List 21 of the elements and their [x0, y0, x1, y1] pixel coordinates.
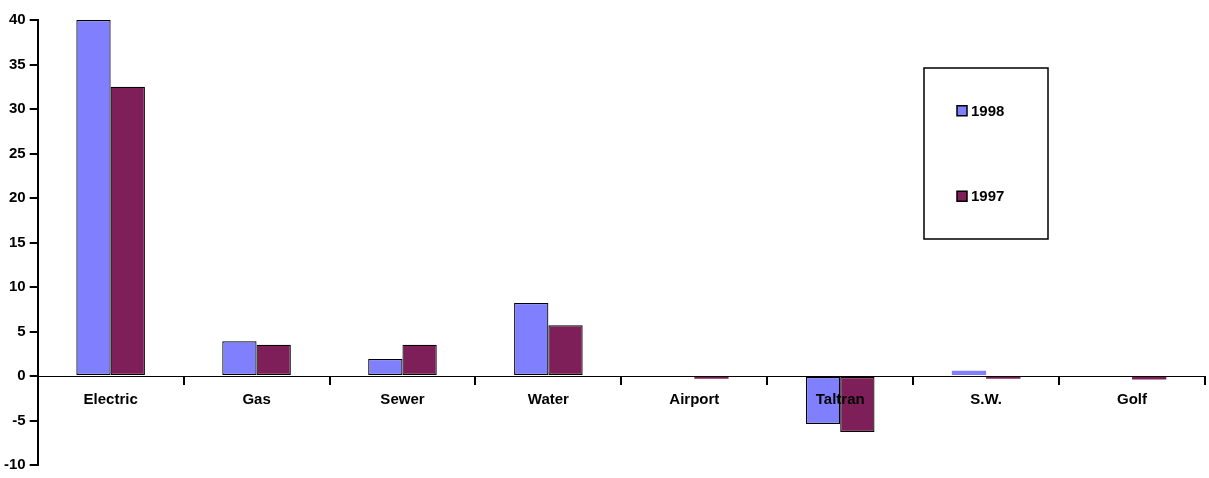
x-tick-label: Golf	[1117, 389, 1149, 407]
y-tick-label: 40	[8, 10, 26, 28]
legend-label: 1997	[971, 187, 1005, 205]
x-tick-label: Taltran	[815, 389, 865, 407]
y-tick-label: 30	[8, 99, 26, 117]
y-tick-label: 25	[8, 143, 26, 161]
y-tick-label: -5	[12, 410, 26, 428]
y-tick-label: -10	[3, 455, 26, 473]
x-tick-label: Airport	[669, 389, 720, 407]
y-tick-label: 10	[8, 277, 26, 295]
y-tick-label: 5	[17, 321, 26, 339]
y-tick-label: 35	[8, 54, 26, 72]
x-tick-label: Electric	[83, 389, 138, 407]
x-tick-label: Sewer	[380, 389, 425, 407]
y-tick-label: 0	[17, 366, 26, 384]
x-tick-label: Gas	[242, 389, 271, 407]
x-tick-label: Water	[527, 389, 570, 407]
y-tick-label: 20	[8, 188, 26, 206]
x-tick-label: S.W.	[970, 389, 1002, 407]
y-tick-label: 15	[8, 232, 26, 250]
legend-label: 1998	[971, 101, 1005, 119]
